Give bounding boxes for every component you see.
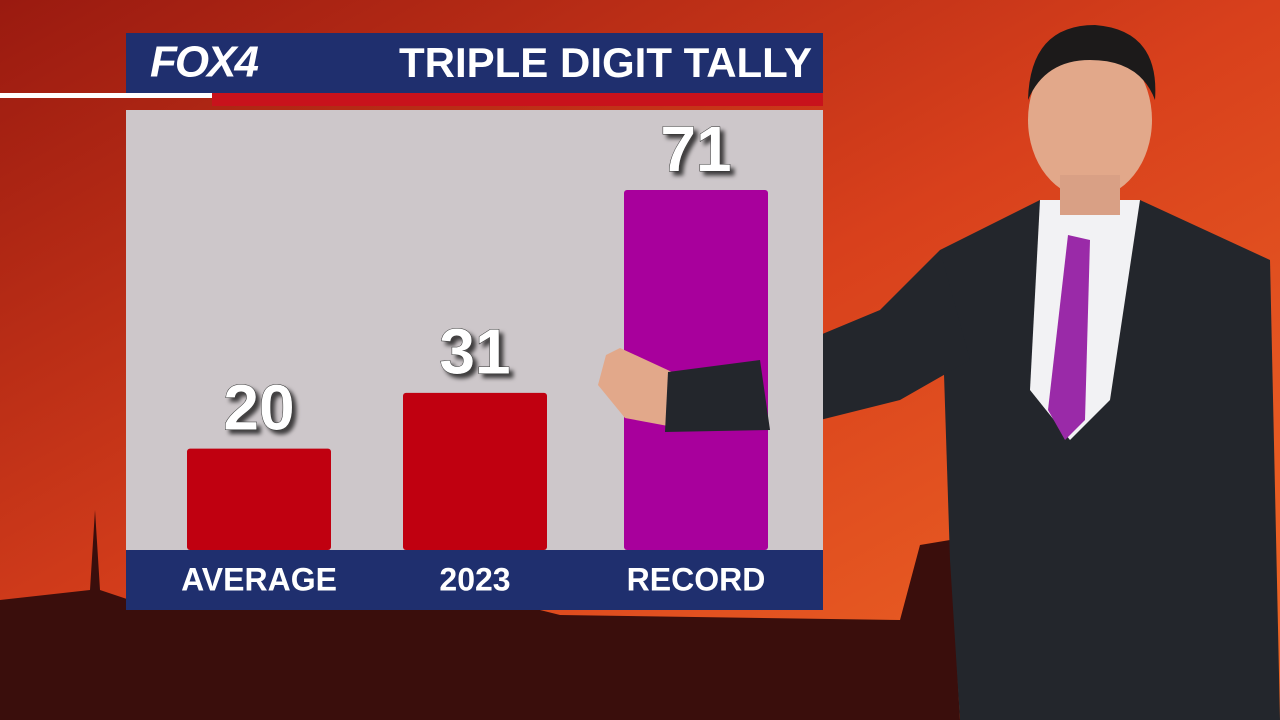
skyline-silhouette bbox=[0, 510, 960, 720]
presenter-hand bbox=[598, 348, 672, 426]
header-stripe bbox=[212, 93, 823, 106]
category-band bbox=[126, 550, 823, 610]
value-label: 31 bbox=[439, 316, 510, 388]
category-label: 2023 bbox=[439, 561, 510, 597]
header-line bbox=[0, 93, 212, 98]
value-label: 20 bbox=[223, 371, 294, 443]
value-label: 71 bbox=[660, 113, 731, 185]
bar bbox=[187, 448, 331, 550]
bar bbox=[403, 392, 547, 550]
plot: 20 AVERAGE 31 2023 71 RECORD bbox=[181, 112, 768, 597]
header-bar bbox=[126, 33, 823, 93]
logo: FOX4 bbox=[150, 38, 258, 87]
category-label: RECORD bbox=[627, 561, 766, 597]
chart-title: TRIPLE DIGIT TALLY bbox=[399, 39, 812, 86]
category-label: AVERAGE bbox=[181, 561, 337, 597]
presenter-sleeve bbox=[665, 360, 770, 432]
